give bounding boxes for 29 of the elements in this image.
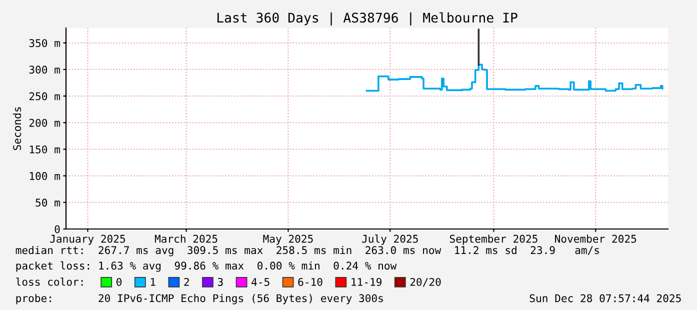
legend-title: loss color: [16, 278, 83, 286]
legend-label: 3 [218, 278, 223, 286]
chart-title: Last 360 Days | AS38796 | Melbourne IP [217, 12, 518, 26]
y-tick-label: 300 m [29, 66, 60, 74]
y-axis-title: Seconds [12, 107, 22, 150]
y-tick-label: 50 m [36, 198, 60, 207]
y-tick-label: 0 [54, 225, 60, 234]
text: median rtt: 267.7 ms avg 309.5 ms max 258.5 ms min 263.0 ms now 11.2 ms sd 23.9 am/s [16, 246, 599, 256]
x-tick-label: July 2025 [362, 234, 418, 245]
y-tick-label: 200 m [29, 118, 60, 127]
legend-label: 0 [116, 278, 122, 286]
x-tick-label: January 2025 [50, 234, 126, 245]
legend-label: 11-19 [352, 278, 382, 286]
x-tick-label: May 2025 [263, 234, 313, 245]
legend-label: 1 [150, 278, 156, 286]
y-tick-label: 350 m [29, 39, 60, 48]
legend-label: 20/20 [410, 278, 441, 287]
text: probe: 20 IPv6-ICMP Echo Pings (56 Bytes) every 300s [16, 294, 383, 304]
text: Sun Dec 28 07:57:44 2025 [530, 294, 681, 302]
legend-label: 4-5 [252, 278, 270, 286]
x-tick-label: September 2025 [450, 234, 538, 245]
legend-label: 2 [184, 278, 189, 286]
y-tick-label: 250 m [29, 92, 60, 100]
y-tick-label: 100 m [30, 172, 60, 180]
y-tick-label: 150 m [30, 145, 60, 154]
x-tick-label: March 2025 [154, 234, 218, 243]
legend-label: 6-10 [298, 278, 322, 286]
text: packet loss: 1.63 % avg 99.86 % max 0.00 % min 0.24 % now [16, 261, 397, 272]
x-tick-label: November 2025 [555, 234, 636, 243]
